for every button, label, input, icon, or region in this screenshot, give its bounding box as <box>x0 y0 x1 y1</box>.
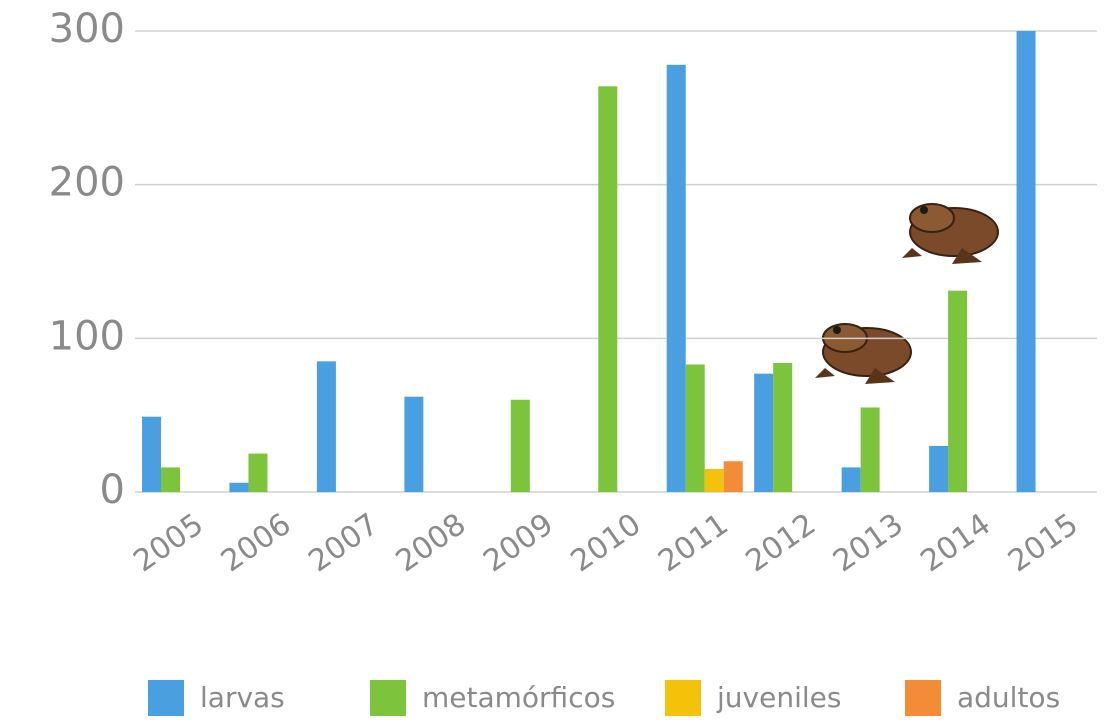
bar <box>248 453 268 492</box>
bar <box>598 86 618 492</box>
bar <box>860 407 880 492</box>
bar <box>773 362 793 492</box>
y-tick-label: 200 <box>49 160 125 206</box>
bar <box>841 467 861 492</box>
x-tick-label: 2008 <box>390 507 473 579</box>
x-tick-label: 2015 <box>1002 507 1085 579</box>
bar <box>510 399 530 492</box>
x-tick-label: 2011 <box>652 507 735 579</box>
bar <box>685 364 705 492</box>
bar <box>948 290 968 492</box>
y-tick-label: 0 <box>100 467 125 513</box>
x-tick-label: 2013 <box>827 507 910 579</box>
legend-swatch <box>665 680 701 716</box>
legend-label: adultos <box>957 681 1060 714</box>
bar <box>161 467 180 492</box>
bar <box>929 445 949 492</box>
bar <box>704 468 724 492</box>
bar <box>754 373 774 492</box>
x-tick-label: 2012 <box>740 507 823 579</box>
bar <box>666 64 686 492</box>
x-tick-label: 2009 <box>477 507 560 579</box>
legend-swatch <box>905 680 941 716</box>
legend-label: juveniles <box>716 681 841 714</box>
y-tick-label: 300 <box>49 6 125 52</box>
frog-icon <box>902 203 999 264</box>
legend-swatch <box>370 680 406 716</box>
legend-swatch <box>148 680 184 716</box>
x-tick-label: 2005 <box>127 507 210 579</box>
bar <box>142 416 161 492</box>
bar <box>404 396 424 492</box>
x-tick-label: 2014 <box>915 507 998 579</box>
frog-icon <box>815 323 912 384</box>
bar <box>316 361 336 492</box>
legend-label: larvas <box>200 681 285 714</box>
x-tick-label: 2007 <box>302 507 385 579</box>
legend-label: metamórficos <box>422 681 615 714</box>
y-tick-label: 100 <box>49 313 125 359</box>
bar <box>723 461 743 492</box>
bar <box>1016 31 1036 492</box>
bar <box>229 482 249 492</box>
x-tick-label: 2010 <box>565 507 648 579</box>
x-tick-label: 2006 <box>215 507 298 579</box>
